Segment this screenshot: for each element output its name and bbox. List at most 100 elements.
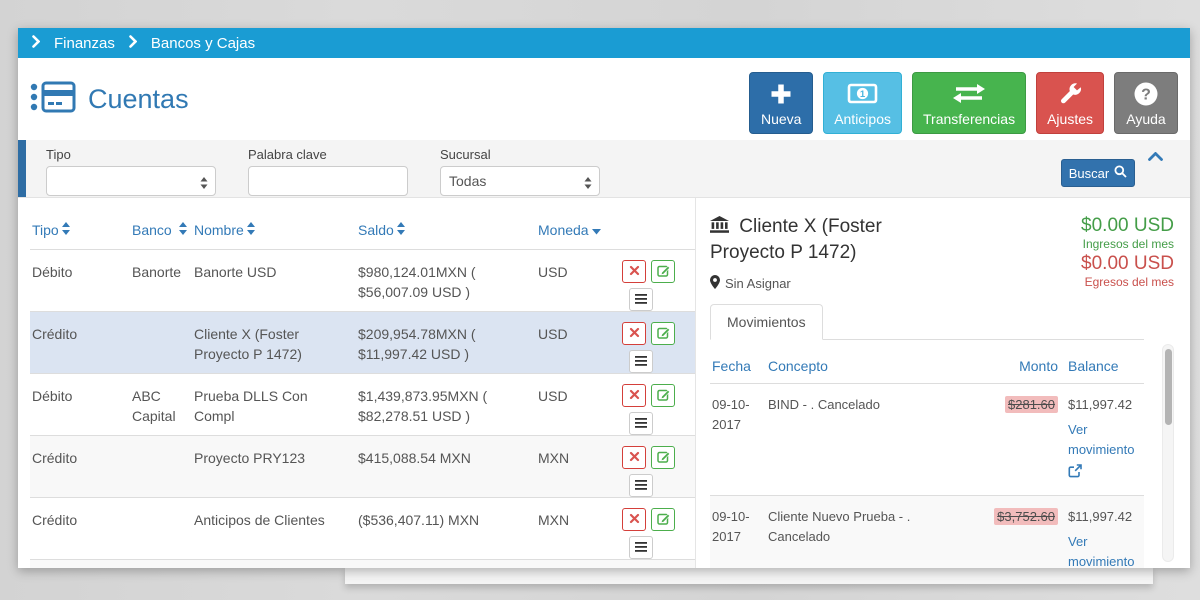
sort-both-icon [62, 222, 70, 238]
plus-icon [769, 80, 793, 108]
buscar-button[interactable]: Buscar [1061, 159, 1135, 187]
row-menu-button[interactable] [629, 412, 653, 435]
row-menu-button[interactable] [629, 288, 653, 311]
sort-both-icon [247, 222, 255, 238]
ayuda-label: Ayuda [1126, 111, 1165, 127]
desktop-background: Finanzas Bancos y Cajas Cuentas [0, 0, 1200, 600]
edit-account-button[interactable] [651, 508, 675, 531]
chevron-right-icon [32, 35, 40, 52]
delete-account-button[interactable] [622, 260, 646, 283]
ajustes-label: Ajustes [1047, 111, 1093, 127]
edit-account-button[interactable] [651, 384, 675, 407]
delete-account-button[interactable] [622, 384, 646, 407]
row-menu-button[interactable] [629, 474, 653, 497]
breadcrumb-bancos-y-cajas[interactable]: Bancos y Cajas [151, 35, 255, 52]
x-icon [629, 388, 640, 403]
external-link-icon[interactable] [1068, 464, 1144, 484]
account-detail-panel: Cliente X (Foster Proyecto P 1472) Sin A… [695, 198, 1190, 568]
account-tipo: Crédito [30, 436, 130, 497]
row-menu-button[interactable] [629, 536, 653, 559]
movements-scrollbar-thumb[interactable] [1165, 349, 1172, 425]
edit-pencil-icon [657, 264, 670, 280]
buscar-label: Buscar [1069, 166, 1109, 181]
toolbar: Nueva 1 Anticipos [749, 72, 1178, 134]
edit-account-button[interactable] [651, 446, 675, 469]
account-saldo: $415,088.54 MXN [356, 436, 536, 497]
keyword-input[interactable] [248, 166, 408, 196]
movement-fecha: 09-10-2017 [710, 496, 758, 568]
sort-header-banco[interactable]: Banco [130, 220, 192, 249]
transferencias-button[interactable]: Transferencias [912, 72, 1026, 134]
delete-account-button[interactable] [622, 446, 646, 469]
ver-movimiento-link[interactable]: Ver movimiento [1068, 532, 1138, 568]
ayuda-button[interactable]: ? Ayuda [1114, 72, 1178, 134]
collapse-filters-chevron-up-icon[interactable] [1148, 148, 1163, 166]
transferencias-label: Transferencias [923, 111, 1015, 127]
movements-header-concepto[interactable]: Concepto [766, 358, 962, 383]
row-actions [622, 250, 695, 311]
account-row[interactable] [30, 560, 695, 568]
filter-bar: Tipo Palabra clave Sucursal Todas [18, 140, 1190, 198]
account-row[interactable]: Crédito Proyecto PRY123 $415,088.54 MXN … [30, 436, 695, 498]
income-label: Ingresos del mes [1081, 237, 1174, 252]
row-actions [622, 436, 695, 497]
sort-header-tipo[interactable]: Tipo [30, 220, 130, 249]
svg-text:1: 1 [860, 89, 866, 100]
account-row[interactable]: Crédito Anticipos de Clientes ($536,407.… [30, 498, 695, 560]
account-row[interactable]: Débito ABC Capital Prueba DLLS Con Compl… [30, 374, 695, 436]
account-row[interactable]: Crédito Cliente X (Foster Proyecto P 147… [30, 312, 695, 374]
anticipos-label: Anticipos [834, 111, 891, 127]
sucursal-select[interactable]: Todas [440, 166, 600, 196]
row-actions [622, 312, 695, 373]
anticipos-button[interactable]: 1 Anticipos [823, 72, 902, 134]
hamburger-icon [635, 540, 647, 555]
account-saldo [356, 560, 536, 568]
movement-balance-cell: $11,997.42 Ver movimiento [1066, 496, 1144, 568]
account-row[interactable]: Débito Banorte Banorte USD $980,124.01MX… [30, 250, 695, 312]
nueva-label: Nueva [761, 111, 801, 127]
palabra-clave-label: Palabra clave [248, 147, 408, 162]
account-nombre: Prueba DLLS Con Compl [192, 374, 356, 435]
location-pin-icon [710, 275, 720, 292]
account-tipo: Crédito [30, 498, 130, 559]
movements-header: Fecha Concepto Monto Balance [710, 358, 1144, 384]
account-saldo: $209,954.78MXN ( $11,997.42 USD ) [356, 312, 536, 373]
edit-account-button[interactable] [651, 260, 675, 283]
movement-concepto: Cliente Nuevo Prueba - . Cancelado [766, 496, 962, 568]
cancelled-amount: $3,752.60 [994, 508, 1058, 525]
ver-movimiento-link[interactable]: Ver movimiento [1068, 420, 1138, 460]
hamburger-icon [635, 416, 647, 431]
account-nombre: Anticipos de Clientes [192, 498, 356, 559]
breadcrumb-finanzas[interactable]: Finanzas [54, 35, 115, 52]
movement-row: 09-10-2017 Cliente Nuevo Prueba - . Canc… [710, 496, 1144, 568]
movement-monto: $281.60 [970, 384, 1058, 495]
title-block: Cuentas [30, 80, 189, 119]
page-header: Cuentas Nueva 1 [18, 58, 1190, 140]
movements-header-monto[interactable]: Monto [970, 358, 1058, 383]
ajustes-button[interactable]: Ajustes [1036, 72, 1104, 134]
row-menu-button[interactable] [629, 350, 653, 373]
x-icon [629, 512, 640, 527]
select-stepper-icon [584, 176, 592, 192]
tipo-select[interactable] [46, 166, 216, 196]
movements-header-fecha[interactable]: Fecha [710, 358, 758, 383]
tipo-label: Tipo [46, 147, 216, 162]
nueva-button[interactable]: Nueva [749, 72, 813, 134]
sort-header-moneda[interactable]: Moneda [536, 220, 622, 249]
sort-header-nombre[interactable]: Nombre [192, 220, 356, 249]
svg-text:?: ? [1141, 86, 1151, 103]
accounts-table: Tipo Banco Nombre Saldo Moneda Débito Ba… [18, 198, 695, 568]
movements-scrollbar-track[interactable] [1162, 344, 1174, 562]
main-content: Tipo Banco Nombre Saldo Moneda Débito Ba… [18, 198, 1190, 568]
delete-account-button[interactable] [622, 508, 646, 531]
account-banco [130, 560, 192, 568]
tab-movimientos[interactable]: Movimientos [710, 304, 823, 340]
detail-assignment: Sin Asignar [710, 275, 925, 292]
delete-account-button[interactable] [622, 322, 646, 345]
x-icon [629, 264, 640, 279]
page-bottom-extension [345, 567, 1153, 584]
movement-balance: $11,997.42 [1068, 507, 1144, 527]
edit-account-button[interactable] [651, 322, 675, 345]
sort-header-saldo[interactable]: Saldo [356, 220, 536, 249]
movements-header-balance[interactable]: Balance [1066, 358, 1144, 383]
